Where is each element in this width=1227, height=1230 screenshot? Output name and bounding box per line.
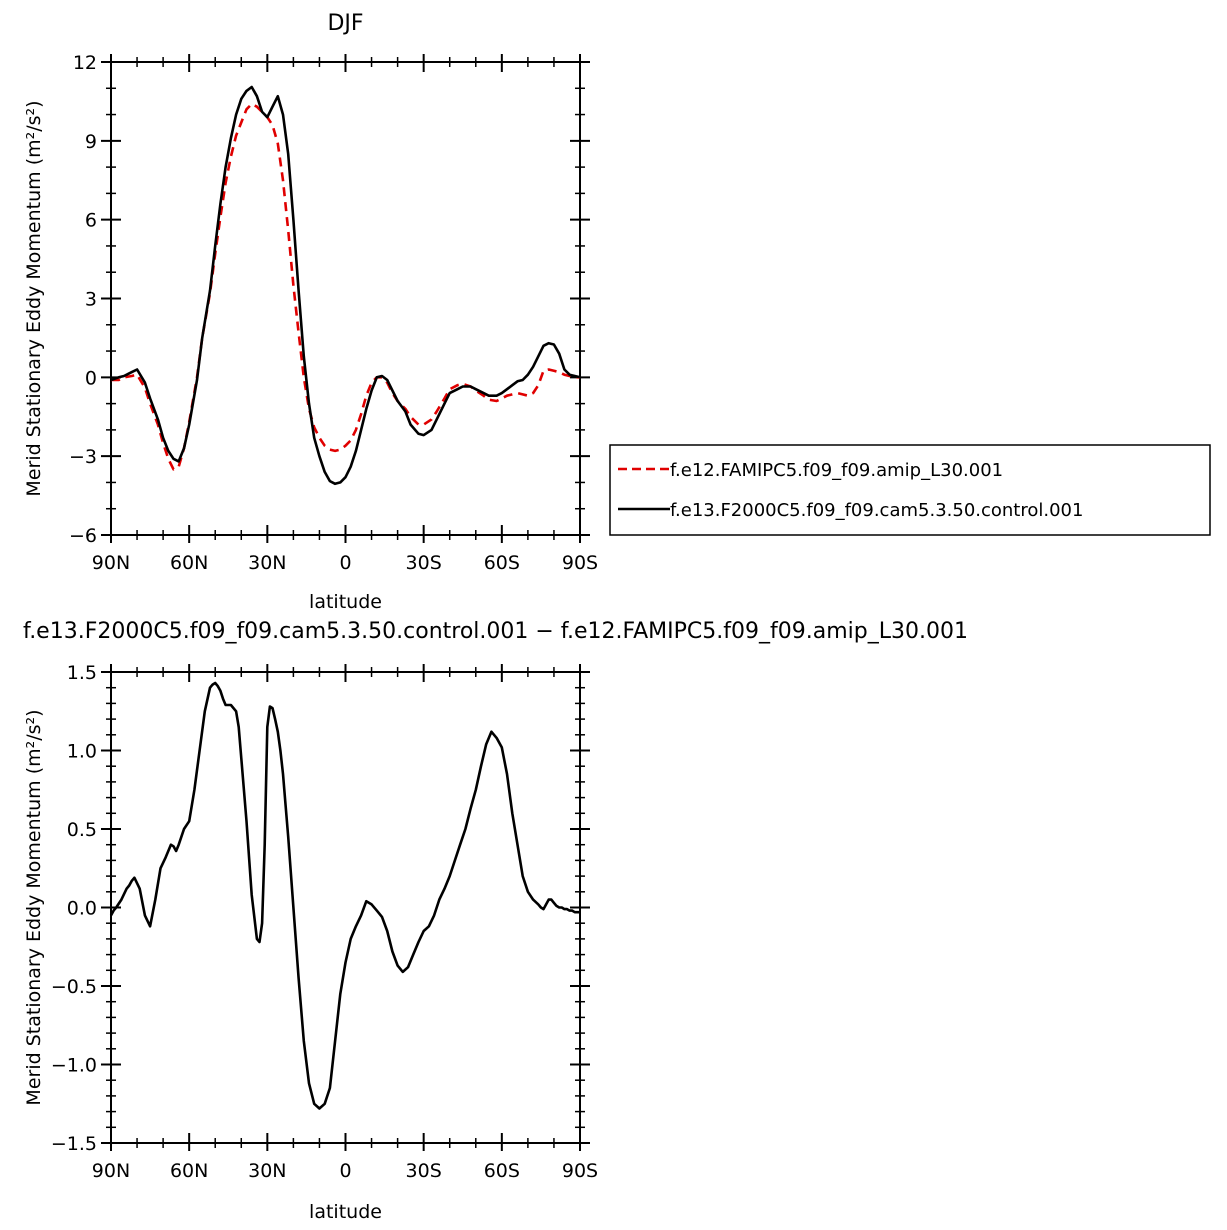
x-tick-label: 0 xyxy=(339,1160,351,1182)
y-tick-label: 9 xyxy=(85,131,97,153)
y-tick-label: 3 xyxy=(85,289,97,311)
top-panel: DJF 90N 60N 30N 0 30S 60S 90S 12 9 6 3 0 −3 −6 latitude… xyxy=(23,11,1211,613)
x-tick-label: 30S xyxy=(406,1160,442,1182)
y-tick-label: −3 xyxy=(69,446,97,468)
series-line-1 xyxy=(111,102,580,471)
x-tick-label: 30S xyxy=(406,552,442,574)
x-tick-label: 90S xyxy=(562,1160,598,1182)
legend-label: f.e12.FAMIPC5.f09_f09.amip_L30.001 xyxy=(670,460,1003,481)
y-axis-label: Merid Stationary Eddy Momentum (m²/s²) xyxy=(23,709,45,1105)
y-tick-label: 1.0 xyxy=(67,741,97,763)
y-tick-label: −6 xyxy=(69,525,97,547)
plot-frame xyxy=(110,61,581,536)
x-tick-label: 30N xyxy=(248,552,286,574)
y-tick-label: 12 xyxy=(73,52,97,74)
y-tick-label: 0.0 xyxy=(67,898,97,920)
series-line-1 xyxy=(109,681,580,1110)
legend-label: f.e13.F2000C5.f09_f09.cam5.3.50.control.… xyxy=(670,500,1083,521)
x-tick-label: 60N xyxy=(170,1160,208,1182)
y-tick-label: 0.5 xyxy=(67,819,97,841)
y-tick-label: 6 xyxy=(85,210,97,232)
x-tick-label: 30N xyxy=(248,1160,286,1182)
x-tick-label: 90S xyxy=(562,552,598,574)
x-tick-label: 60S xyxy=(484,552,520,574)
y-tick-label: 1.5 xyxy=(67,662,97,684)
x-tick-label: 90N xyxy=(92,552,130,574)
chart-title: f.e13.F2000C5.f09_f09.cam5.3.50.control.… xyxy=(23,619,968,644)
x-tick-label: 60S xyxy=(484,1160,520,1182)
plot-frame xyxy=(110,671,581,1144)
y-tick-label: 0 xyxy=(85,367,97,389)
y-tick-label: −1.5 xyxy=(51,1133,97,1155)
x-tick-label: 60N xyxy=(170,552,208,574)
x-tick-label: 0 xyxy=(339,552,351,574)
x-axis-label: latitude xyxy=(309,1201,382,1223)
x-axis-label: latitude xyxy=(309,591,382,613)
x-tick-label: 90N xyxy=(92,1160,130,1182)
y-axis-label: Merid Stationary Eddy Momentum (m²/s²) xyxy=(23,100,45,496)
series-line-2 xyxy=(110,85,581,486)
bottom-panel: f.e13.F2000C5.f09_f09.cam5.3.50.control.… xyxy=(23,619,968,1223)
chart-title: DJF xyxy=(327,11,363,36)
y-tick-label: −1.0 xyxy=(51,1055,97,1077)
legend-box xyxy=(609,444,1211,536)
y-tick-label: −0.5 xyxy=(51,976,97,998)
